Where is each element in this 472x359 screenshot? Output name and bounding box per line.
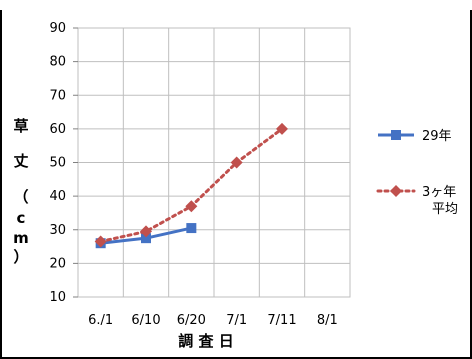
y-axis-title-part-1: 草 bbox=[13, 117, 28, 135]
x-tick-label: 6/20 bbox=[177, 313, 206, 328]
data-point-diamond bbox=[230, 156, 243, 169]
y-tick-label: 90 bbox=[49, 21, 66, 36]
y-axis-title-part-3: （ bbox=[13, 188, 28, 206]
y-axis-title-part-5: m bbox=[13, 229, 29, 247]
y-tick-label: 10 bbox=[49, 290, 66, 305]
data-point-diamond bbox=[94, 235, 107, 248]
x-tick-label: 6./1 bbox=[88, 313, 113, 328]
data-point-square bbox=[186, 223, 197, 234]
data-point-diamond bbox=[140, 225, 152, 238]
top-cut-strip bbox=[0, 0, 472, 10]
x-tick-label: 7/1 bbox=[226, 313, 247, 328]
data-point-square bbox=[141, 233, 151, 244]
y-tick-label: 70 bbox=[49, 88, 66, 103]
y-axis-title-part-4: c bbox=[17, 209, 26, 227]
legend-label-three-year-average: 3ヶ年 bbox=[422, 185, 456, 200]
y-tick-label: 60 bbox=[49, 122, 66, 137]
x-tick-label: 8/1 bbox=[317, 313, 338, 328]
gridlines bbox=[73, 27, 350, 298]
series-layer bbox=[94, 122, 288, 249]
data-point-diamond bbox=[390, 185, 402, 197]
x-axis-title: 調 査 日 bbox=[178, 332, 233, 350]
y-axis-title-part-2: 丈 bbox=[13, 152, 28, 170]
data-point-diamond bbox=[276, 122, 288, 135]
y-tick-label: 20 bbox=[49, 256, 66, 271]
y-tick-label: 50 bbox=[49, 156, 66, 171]
data-point-diamond bbox=[185, 200, 198, 213]
legend-label-29: 29年 bbox=[422, 129, 452, 144]
x-tick-label: 6/10 bbox=[131, 313, 160, 328]
labels-layer: 10 20 30 40 50 60 70 80 90 6./1 6/10 6/20 7/1 7/11 8/1 bbox=[49, 21, 337, 328]
data-point-square bbox=[391, 130, 401, 140]
y-tick-label: 30 bbox=[49, 223, 66, 238]
y-tick-label: 80 bbox=[49, 55, 66, 70]
x-tick-label: 7/11 bbox=[267, 313, 296, 328]
y-axis-title-part-6: ） bbox=[13, 248, 28, 266]
y-tick-label: 40 bbox=[49, 189, 66, 204]
legend-label-three-year-average: 平均 bbox=[432, 202, 458, 217]
